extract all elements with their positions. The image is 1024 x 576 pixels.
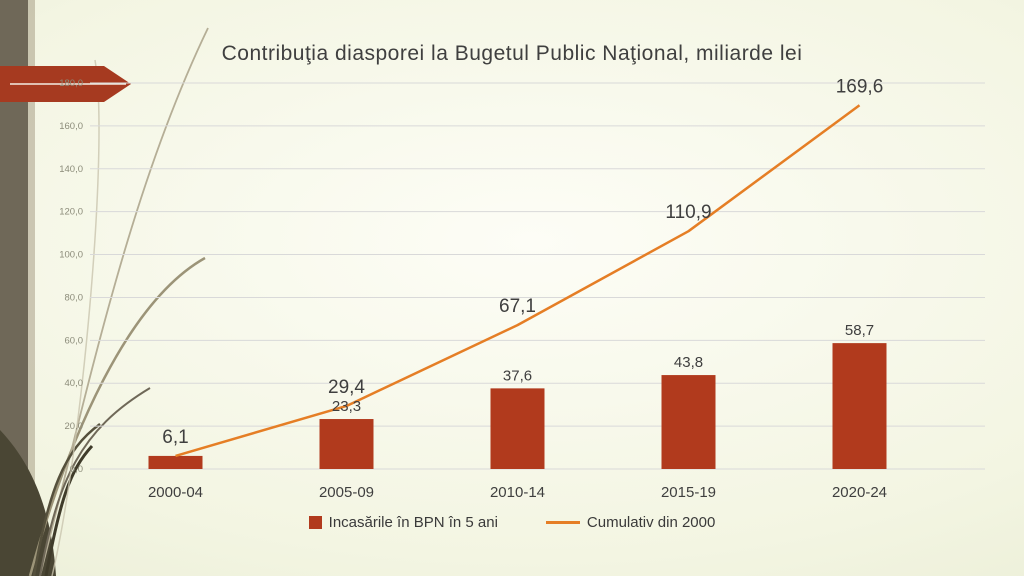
curve-5 [44,444,94,576]
y-tick-label: 20,0 [65,421,84,432]
y-tick-label: 80,0 [65,292,84,303]
line-value-label: 29,4 [328,377,365,398]
y-tick-label: 180,0 [59,78,83,89]
curve-3 [32,422,101,576]
bar [148,455,203,469]
line-value-label: 67,1 [499,296,536,317]
left-bar-inner [28,0,35,576]
category-label: 2015-19 [661,484,716,501]
legend-item-line: Cumulativ din 2000 [545,514,716,531]
bar [661,375,716,469]
line-series-swatch [545,521,580,524]
chart-title: Contribuţia diasporei la Bugetul Public … [221,42,803,65]
category-label: 2005-09 [319,484,374,501]
curve-1 [28,256,206,576]
y-axis-ticks: 0,0 20,0 40,0 60,0 80,0 100,0 120,0 140,0 160,0 1… [59,78,83,475]
line-path [175,104,861,458]
bar-labels: 23,3 37,6 43,8 58,7 [332,322,874,415]
y-tick-label: 100,0 [59,250,83,261]
bar-series-swatch [308,516,322,529]
bar [832,343,887,469]
y-tick-label: 60,0 [65,335,84,346]
chart-legend: Incasările în BPN în 5 ani Cumulativ din… [0,514,1024,531]
y-tick-label: 140,0 [59,164,83,175]
bar-series-label: Incasările în BPN în 5 ani [328,514,498,531]
y-tick-label: 0,0 [70,464,83,475]
bars [148,343,887,469]
arrow-decoration [0,66,131,102]
bar-value-label: 58,7 [845,322,874,339]
line-value-label: 169,6 [836,76,884,97]
bar-value-label: 37,6 [503,367,532,384]
category-label: 2020-24 [832,484,887,501]
line-value-label: 6,1 [162,427,188,448]
line-value-label: 110,9 [665,202,711,223]
bar-value-label: 23,3 [332,398,361,415]
legend-item-bar: Incasările în BPN în 5 ani [308,514,498,531]
bar-value-label: 43,8 [674,354,703,371]
curve-6 [51,59,100,576]
category-label: 2000-04 [148,484,203,501]
curve-4 [39,387,151,576]
line-series-label: Cumulativ din 2000 [586,514,716,531]
category-label: 2010-14 [490,484,545,501]
line-labels: 6,1 29,4 67,1 110,9 169,6 [162,76,883,448]
x-axis-labels: 2000-04 2005-09 2010-14 2015-19 2020-24 [148,484,887,501]
bar [490,388,545,469]
y-tick-label: 120,0 [59,207,83,218]
bar [319,419,374,469]
cumulative-line [175,104,861,458]
y-tick-label: 40,0 [65,378,84,389]
y-tick-label: 160,0 [59,121,83,132]
